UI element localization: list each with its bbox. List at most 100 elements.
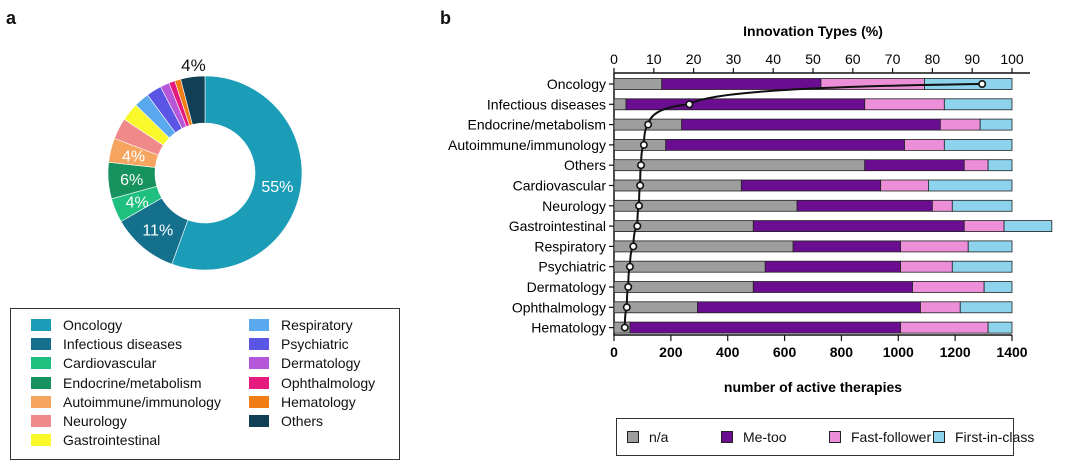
bar-segment-oncology-me-too: [661, 78, 822, 90]
bar-segment-others-me-too: [864, 159, 965, 172]
category-label-respiratory: Respiratory: [534, 238, 606, 254]
top-tick-label: 50: [805, 51, 821, 67]
bar-segment-hematology-me-too: [629, 321, 901, 334]
bar-segment-autoimmune-immunology-me-too: [665, 138, 905, 151]
bar-segment-gastrointestinal-me-too: [752, 220, 965, 233]
top-tick-label: 0: [610, 51, 618, 67]
donut-label-autoimmune-immunology: 4%: [122, 149, 145, 166]
legend-label: Me-too: [743, 429, 787, 445]
bar-segment-psychiatric-me-too: [764, 260, 901, 273]
therapies-point-respiratory: [629, 242, 638, 251]
legend-swatch: [933, 431, 945, 443]
legend-swatch: [31, 357, 51, 370]
therapies-point-oncology: [978, 80, 987, 89]
legend-item-hematology: Hematology: [249, 394, 356, 410]
legend-swatch: [31, 319, 51, 331]
bar-legend-item-me-too: Me-too: [721, 429, 787, 445]
legend-item-autoimmune-immunology: Autoimmune/immunology: [31, 394, 221, 410]
legend-label: Neurology: [63, 413, 127, 429]
bar-segment-others-first-in-class: [987, 159, 1013, 172]
top-tick-label: 30: [726, 51, 742, 67]
bar-segment-dermatology-fast-follower: [912, 281, 985, 293]
therapies-point-gastrointestinal: [633, 222, 642, 231]
legend-item-infectious-diseases: Infectious diseases: [31, 336, 182, 352]
legend-swatch: [31, 434, 51, 447]
bar-segment-respiratory-first-in-class: [967, 240, 1013, 253]
legend-swatch: [31, 415, 51, 427]
bar-segment-hematology-first-in-class: [987, 321, 1013, 334]
legend-swatch: [249, 415, 269, 427]
bar-segment-ophthalmology-fast-follower: [920, 301, 961, 314]
bar-segment-endocrine-metabolism-first-in-class: [979, 118, 1013, 131]
legend-swatch: [31, 376, 51, 389]
therapies-point-endocrine-metabolism: [644, 120, 653, 129]
category-label-infectious-diseases: Infectious diseases: [487, 96, 606, 112]
top-tick-label: 100: [1000, 51, 1024, 67]
therapies-point-cardiovascular: [636, 181, 645, 190]
donut-slice-oncology: [171, 75, 303, 271]
bar-segment-respiratory-n-a: [613, 240, 794, 253]
bottom-tick-label: 0: [610, 344, 618, 360]
therapies-point-hematology: [620, 323, 629, 332]
bar-segment-cardiovascular-fast-follower: [880, 179, 929, 192]
legend-label: Oncology: [63, 317, 123, 333]
legend-item-others: Others: [249, 413, 323, 429]
top-tick-label: 70: [885, 51, 901, 67]
legend-swatch: [249, 376, 269, 389]
legend-swatch: [31, 395, 51, 408]
bar-segment-respiratory-fast-follower: [900, 240, 969, 253]
bar-segment-oncology-n-a: [613, 78, 663, 90]
bar-segment-infectious-diseases-me-too: [625, 98, 866, 111]
legend-label: Hematology: [281, 393, 356, 410]
top-tick-label: 90: [964, 51, 980, 67]
bar-segment-hematology-fast-follower: [900, 321, 989, 334]
legend-label: Dermatology: [281, 355, 361, 372]
donut-legend: Oncology Infectious diseases Cardiovascula…: [10, 308, 400, 460]
bar-segment-psychiatric-n-a: [613, 260, 766, 273]
bar-legend-item-fast-follower: Fast-follower: [829, 429, 931, 445]
bottom-tick-label: 200: [659, 344, 683, 360]
bar-segment-cardiovascular-me-too: [740, 179, 882, 192]
bar-segment-respiratory-me-too: [792, 240, 901, 253]
legend-label: Fast-follower: [851, 429, 932, 445]
bottom-tick-label: 1200: [940, 344, 971, 360]
bar-segment-infectious-diseases-fast-follower: [864, 98, 945, 111]
bar-segment-gastrointestinal-fast-follower: [963, 220, 1005, 233]
legend-label: Autoimmune/immunology: [63, 393, 221, 410]
bottom-tick-label: 1000: [883, 344, 914, 360]
category-label-gastrointestinal: Gastrointestinal: [509, 218, 606, 234]
category-label-dermatology: Dermatology: [527, 279, 606, 295]
legend-label: First-in-class: [955, 429, 1035, 445]
legend-item-endocrine-metabolism: Endocrine/metabolism: [31, 375, 202, 391]
top-tick-label: 80: [925, 51, 941, 67]
legend-label: Ophthalmology: [281, 374, 376, 391]
bar-segment-dermatology-me-too: [752, 281, 913, 293]
bar-segment-others-fast-follower: [963, 159, 989, 172]
legend-swatch: [31, 338, 51, 351]
donut-label-oncology: 55%: [261, 179, 293, 196]
category-label-hematology: Hematology: [531, 320, 606, 336]
bar-segment-neurology-first-in-class: [951, 199, 1013, 212]
legend-item-cardiovascular: Cardiovascular: [31, 355, 156, 371]
panel-label-b: b: [440, 8, 451, 28]
x-axis-title: number of active therapies: [724, 379, 902, 395]
therapies-point-others: [637, 161, 646, 170]
top-tick-label: 40: [765, 51, 781, 67]
bar-segment-infectious-diseases-n-a: [613, 98, 627, 111]
therapies-point-neurology: [635, 201, 644, 210]
legend-swatch: [249, 357, 269, 370]
legend-label: Gastrointestinal: [63, 432, 161, 449]
bar-legend-item-first-in-class: First-in-class: [933, 429, 1034, 445]
category-label-autoimmune-immunology: Autoimmune/immunology: [448, 137, 606, 153]
bottom-tick-label: 800: [830, 344, 854, 360]
donut-label-endocrine-metabolism: 6%: [120, 172, 143, 189]
legend-label: Endocrine/metabolism: [63, 374, 202, 391]
bottom-tick-label: 400: [716, 344, 740, 360]
category-label-ophthalmology: Ophthalmology: [512, 299, 606, 315]
legend-swatch: [249, 395, 269, 408]
bar-segment-endocrine-metabolism-fast-follower: [939, 118, 981, 131]
therapies-point-ophthalmology: [622, 303, 631, 312]
top-tick-label: 60: [845, 51, 861, 67]
bar-segment-psychiatric-fast-follower: [900, 260, 953, 273]
panel-label-a: a: [6, 8, 17, 28]
